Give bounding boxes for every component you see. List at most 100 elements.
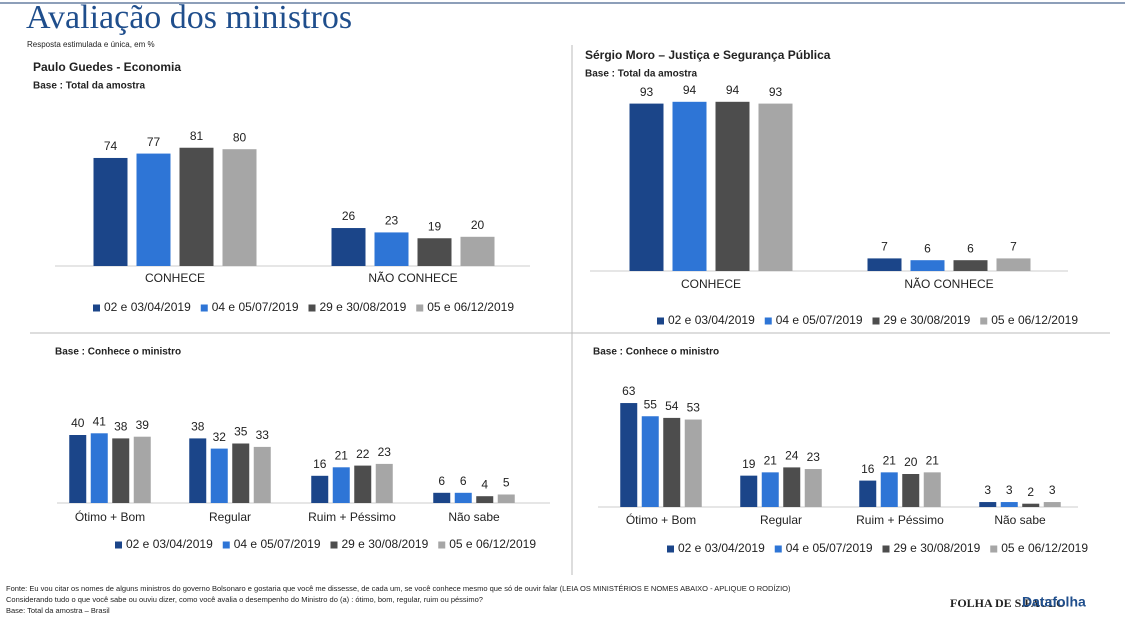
legend-label: 05 e 06/12/2019 [449,537,536,551]
x-tick-label: NÃO CONHECE [368,271,457,285]
data-label: 94 [726,83,740,97]
bar [629,103,664,271]
bar [641,416,659,507]
bar [684,419,702,507]
legend-label: 02 e 03/04/2019 [104,300,191,314]
legend-swatch [330,541,338,549]
bar [189,438,207,503]
bar [867,258,902,271]
legend-swatch [990,545,998,553]
bar [93,157,128,266]
bar [375,463,393,503]
bar [1022,503,1040,507]
data-label: 2 [1027,485,1034,499]
legend-label: 05 e 06/12/2019 [1001,541,1088,555]
bar [859,480,877,507]
data-label: 20 [471,218,485,232]
data-label: 40 [71,416,85,430]
bar [715,101,750,271]
legend-swatch [115,541,122,549]
data-label: 3 [1049,483,1056,497]
logo: FOLHA DE S.PAULO [950,596,1065,610]
bar [783,467,801,507]
bar [758,103,793,271]
logo: Datafolha [1022,594,1086,610]
data-label: 81 [190,129,204,143]
legend-label: 02 e 03/04/2019 [668,313,755,327]
bar [902,474,920,507]
data-label: 94 [683,83,697,97]
legend-swatch [416,304,424,312]
data-label: 39 [136,418,150,432]
bar [112,438,130,503]
footnote: Base: Total da amostra – Brasil [6,606,110,615]
data-label: 19 [428,219,442,233]
data-label: 77 [147,135,161,149]
legend-label: 04 e 05/07/2019 [776,313,863,327]
bar [476,496,494,503]
data-label: 93 [640,85,654,99]
x-tick-label: CONHECE [145,271,205,285]
legend-swatch [774,545,782,553]
data-label: 6 [438,474,445,488]
bar [332,467,350,503]
footnote: Fonte: Eu vou citar os nomes de alguns m… [6,584,791,593]
bar [1000,502,1018,507]
data-label: 21 [764,454,778,468]
x-tick-label: NÃO CONHECE [904,277,993,291]
bar [497,494,515,503]
bar [253,446,271,503]
bar [331,228,366,266]
data-label: 54 [665,399,679,413]
bar [454,492,472,503]
legend-label: 05 e 06/12/2019 [427,300,514,314]
data-label: 21 [335,448,349,462]
chart-title: Paulo Guedes - Economia [33,60,181,74]
legend-swatch [200,304,208,312]
bar [953,260,988,271]
bar [663,417,681,507]
x-tick-label: Não sabe [448,510,500,524]
data-label: 63 [622,384,636,398]
bar [460,236,495,266]
legend-label: 02 e 03/04/2019 [126,537,213,551]
bar [90,433,108,503]
data-label: 4 [481,477,488,491]
bar [136,153,171,266]
data-label: 74 [104,139,118,153]
data-label: 24 [785,449,799,463]
bar [374,232,409,266]
data-label: 21 [926,454,940,468]
bar [210,448,228,503]
data-label: 26 [342,209,356,223]
legend-swatch [872,317,880,325]
bar [354,465,372,503]
legend-swatch [438,541,446,549]
data-label: 5 [503,476,510,490]
legend-swatch [980,317,988,325]
chart-subtitle: Base : Total da amostra [585,69,698,80]
legend-label: 02 e 03/04/2019 [678,541,765,555]
slide-subtitle: Resposta estimulada e única, em % [27,40,155,49]
legend-label: 05 e 06/12/2019 [991,313,1078,327]
data-label: 20 [904,455,918,469]
bar [311,475,329,503]
legend-label: 04 e 05/07/2019 [212,300,299,314]
data-label: 16 [313,457,327,471]
bar [433,492,451,503]
bar [69,435,87,503]
bar [417,238,452,266]
legend-label: 29 e 30/08/2019 [894,541,981,555]
legend-swatch [667,545,674,553]
data-label: 6 [967,241,974,255]
data-label: 38 [191,420,205,434]
x-tick-label: Ruim + Péssimo [308,510,396,524]
bar [996,258,1031,271]
data-label: 35 [234,425,248,439]
legend-swatch [882,545,890,553]
bar [880,472,898,507]
x-tick-label: Ótimo + Bom [626,512,696,527]
x-tick-label: CONHECE [681,277,741,291]
data-label: 3 [1006,483,1013,497]
x-tick-label: Não sabe [994,513,1046,527]
